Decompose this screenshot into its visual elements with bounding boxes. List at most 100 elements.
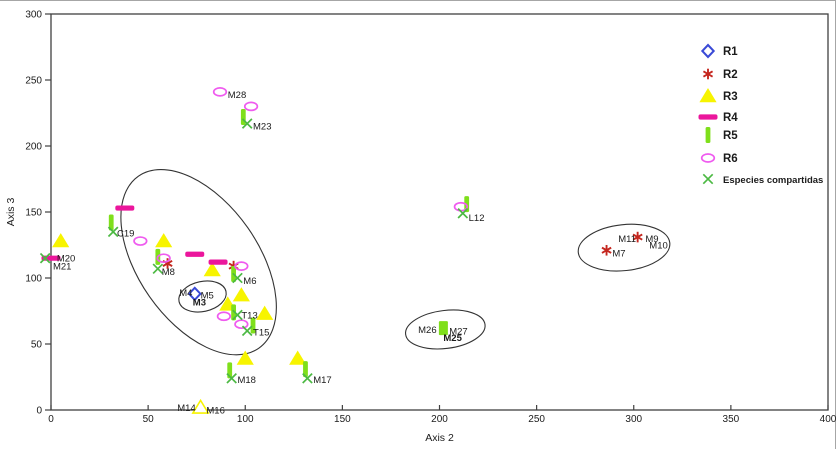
point-R1-1 <box>187 286 202 302</box>
point-Especies compartidas-6 <box>241 325 253 337</box>
legend-label-R2: R2 <box>723 69 738 81</box>
point-R3-7 <box>236 350 254 365</box>
point-R5-4 <box>240 108 246 125</box>
point-R4-4 <box>208 259 228 265</box>
label-M9: M9 <box>645 234 658 245</box>
legend-item-r5: R5 <box>705 127 738 143</box>
label-M8: M8 <box>162 267 175 278</box>
y-tick-label: 200 <box>25 142 42 153</box>
point-Especies compartidas-4 <box>232 272 243 284</box>
point-R3-9 <box>191 398 210 414</box>
point-R2-1 <box>162 258 173 269</box>
point-R2-4 <box>632 231 643 243</box>
label-T13: T13 <box>241 310 257 321</box>
x-tick-label: 50 <box>143 414 155 425</box>
legend: R1 R2 R3 R4 R5 R6 Especies compartidas <box>698 43 823 186</box>
legend-vbar-icon <box>705 127 711 143</box>
point-R3-2 <box>155 233 173 248</box>
label-M4: M4 <box>179 288 192 299</box>
x-tick-label: 150 <box>334 414 351 425</box>
legend-xmark-icon <box>702 173 714 185</box>
legend-oellipse-icon <box>700 153 716 163</box>
point-Especies compartidas-2 <box>107 226 119 238</box>
legend-item-especies-compartidas: Especies compartidas <box>702 173 823 186</box>
point-R6-7 <box>234 319 249 330</box>
label-T15: T15 <box>253 328 269 339</box>
point-R6-2 <box>243 101 259 112</box>
point-R3-3 <box>203 262 221 277</box>
point-R3-6 <box>256 305 274 320</box>
point-Especies compartidas-8 <box>302 373 313 384</box>
y-tick-label: 50 <box>31 340 43 351</box>
x-axis-title: Axis 2 <box>425 432 454 444</box>
point-R2-3 <box>601 244 612 256</box>
label-M10: M10 <box>649 241 667 252</box>
point-R3-5 <box>232 287 250 302</box>
point-R6-1 <box>212 87 228 97</box>
legend-item-r6: R6 <box>700 153 738 165</box>
y-axis-title: Axis 3 <box>5 198 17 227</box>
point-R4-3 <box>185 251 205 257</box>
point-R3-1 <box>52 233 70 248</box>
label-M27: M27 <box>449 326 467 337</box>
series-especies-compartidas <box>39 118 469 384</box>
series-r1 <box>187 286 202 302</box>
legend-item-r4: R4 <box>698 112 738 124</box>
legend-label-R3: R3 <box>723 91 738 103</box>
point-R3-8 <box>289 350 307 365</box>
x-tick-label: 400 <box>820 414 836 425</box>
legend-diamond-icon <box>700 43 716 59</box>
point-R6-6 <box>216 311 232 322</box>
legend-label-Especies compartidas: Especies compartidas <box>723 175 823 186</box>
point-R5-10 <box>438 321 448 336</box>
point-R5-1 <box>108 214 114 231</box>
legend-label-R4: R4 <box>723 112 738 124</box>
label-M17: M17 <box>313 375 331 386</box>
label-M3: M3 <box>193 297 206 308</box>
plot-frame <box>50 13 829 411</box>
x-tick-label: 0 <box>48 414 54 425</box>
y-tick-label: 150 <box>25 208 42 219</box>
legend-label-R5: R5 <box>723 130 738 142</box>
legend-item-r1: R1 <box>700 43 738 59</box>
legend-asterisk-icon <box>702 68 714 80</box>
point-Especies compartidas-7 <box>226 373 237 384</box>
point-R4-2 <box>115 205 135 211</box>
point-Especies compartidas-9 <box>241 118 253 129</box>
legend-triangle-icon <box>699 88 717 103</box>
legend-label-R1: R1 <box>723 46 738 58</box>
label-M16: M16 <box>206 406 224 417</box>
y-tick-label: 0 <box>36 406 42 417</box>
label-M7: M7 <box>612 248 625 259</box>
label-M25: M25 <box>443 333 462 344</box>
point-R5-6 <box>250 317 256 334</box>
label-L12: L12 <box>469 213 485 224</box>
x-tick-label: 200 <box>431 414 448 425</box>
label-M28: M28 <box>228 90 246 101</box>
label-M20: M20 <box>57 254 75 265</box>
y-tick-label: 300 <box>25 10 42 21</box>
group-ellipse-2 <box>178 280 227 313</box>
label-M6: M6 <box>243 276 256 287</box>
point-R6-4 <box>156 253 171 264</box>
x-tick-label: 350 <box>723 414 740 425</box>
series-r6 <box>133 87 469 330</box>
y-tick-label: 100 <box>25 274 42 285</box>
label-M26: M26 <box>418 325 436 336</box>
series-r5 <box>108 108 470 379</box>
group-ellipse-3 <box>405 309 486 350</box>
point-R6-3 <box>133 236 148 246</box>
y-tick-label: 250 <box>25 76 42 87</box>
group-ellipse-1 <box>120 168 277 356</box>
point-Especies compartidas-10 <box>457 208 469 219</box>
label-M23: M23 <box>253 122 271 133</box>
label-M18: M18 <box>237 375 255 386</box>
point-R5-8 <box>303 361 308 378</box>
x-tick-label: 250 <box>528 414 545 425</box>
legend-item-r2: R2 <box>702 68 738 81</box>
point-Especies compartidas-3 <box>152 263 164 275</box>
legend-item-r3: R3 <box>699 88 738 103</box>
point-Especies compartidas-5 <box>232 309 243 321</box>
